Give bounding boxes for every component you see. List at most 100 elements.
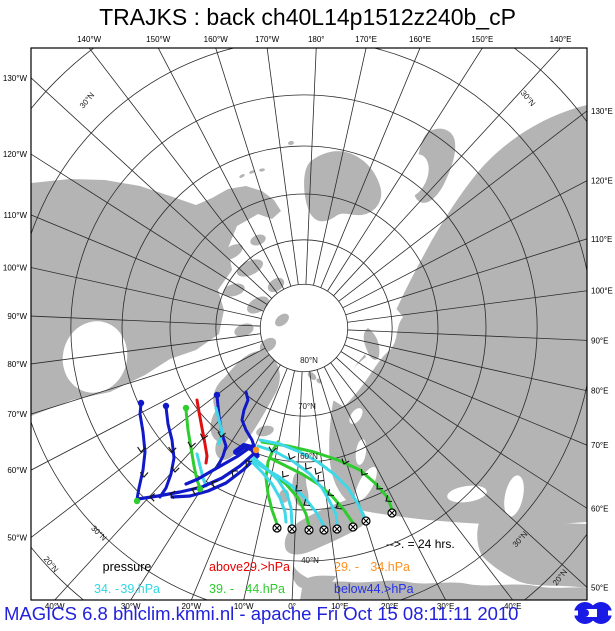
- meridian-line: [190, 368, 288, 600]
- lon-label-bottom: 40°W: [45, 602, 65, 611]
- ecmwf-logo: [572, 602, 614, 624]
- time-tick-arrow: [171, 466, 180, 473]
- legend-range-high: 34.hPa: [370, 560, 410, 574]
- lon-label-top: 160°W: [204, 35, 229, 44]
- meridian-line: [327, 48, 483, 292]
- lon-label-left: 90°W: [7, 312, 27, 321]
- island: [363, 328, 380, 360]
- island: [307, 372, 317, 380]
- lat-label: 80°N: [300, 356, 318, 365]
- lon-label-bottom: 20°E: [381, 602, 398, 611]
- island: [234, 323, 254, 337]
- trajectory-blue: [135, 402, 147, 501]
- edge-labels: 140°W 150°W 160°W 170°W 180° 170°E 160°E 150°E 1…: [3, 35, 613, 611]
- meridian-line: [342, 180, 587, 309]
- trajectory-cyan: [250, 458, 326, 528]
- time-tick-arrow: [211, 480, 218, 488]
- land-polygon: [329, 105, 587, 525]
- lat-label: 40°N: [301, 556, 319, 565]
- lon-label-right: 70°E: [591, 441, 608, 450]
- lon-label-left: 70°W: [7, 410, 27, 419]
- trajectory-end-dot: [162, 402, 170, 410]
- legend-entry: pressure: [94, 560, 160, 574]
- sea-polygon: [333, 307, 403, 407]
- legend-entry: 34. -39.hPa: [94, 582, 160, 596]
- lon-label-right: 80°E: [591, 387, 608, 396]
- time-tick-arrow: [341, 458, 350, 465]
- meridian-line: [313, 48, 367, 286]
- meridian-line: [31, 354, 270, 538]
- latitude-circle: [259, 283, 349, 373]
- meridian-line: [88, 48, 278, 294]
- meridian-line: [336, 357, 587, 588]
- time-tick-arrow: [304, 462, 312, 470]
- legend-range-high: 44.hPa: [245, 582, 285, 596]
- island: [275, 313, 289, 327]
- meridian-line: [347, 329, 587, 341]
- lon-label-bottom: 40°E: [504, 602, 521, 611]
- time-tick-arrow: [200, 433, 209, 440]
- island: [221, 244, 243, 260]
- lon-label-top: 140°W: [77, 35, 102, 44]
- meridian-line: [345, 238, 587, 316]
- lon-label-top: 150°W: [146, 35, 171, 44]
- start-marker: [304, 525, 314, 535]
- time-tick-arrow: [168, 446, 177, 453]
- lon-label-left: 130°W: [3, 74, 28, 83]
- time-tick-arrow: [281, 470, 289, 478]
- meridian-line: [31, 267, 262, 319]
- lon-label-left: 80°W: [7, 360, 27, 369]
- sea-ellipse: [355, 439, 367, 465]
- time-tick-arrow: [217, 431, 226, 438]
- time-tick-arrow: [303, 499, 311, 507]
- trajectory-end-dot: [133, 497, 141, 505]
- island: [249, 170, 255, 174]
- start-marker: [287, 524, 297, 534]
- lon-label-top: 140°E: [550, 35, 572, 44]
- latitude-circle: [70, 94, 538, 562]
- time-tick-arrow: [139, 471, 149, 478]
- lat-label: 30°N: [89, 524, 108, 543]
- lat-label: 30°N: [78, 90, 97, 110]
- trajectory-cyan: [195, 452, 208, 488]
- lon-label-left: 100°W: [3, 263, 28, 272]
- lon-label-top: 160°E: [409, 35, 431, 44]
- lon-label-bottom: 30°E: [437, 602, 454, 611]
- footer-credit: MAGICS 6.8 bhlclim.knmi.nl - apache Fri …: [4, 603, 519, 624]
- sea-ellipse: [349, 408, 363, 424]
- lon-label-left: 110°W: [3, 211, 27, 220]
- trajectory-blue: [170, 454, 260, 499]
- legend-range-low: above: [209, 560, 244, 574]
- start-markers: [272, 508, 397, 535]
- time-tick-arrow: [187, 441, 196, 448]
- time-tick-arrow: [327, 489, 335, 497]
- lon-label-top: 170°W: [255, 35, 280, 44]
- meridian-line: [305, 48, 317, 285]
- start-marker: [387, 508, 397, 518]
- legend-label: pressure: [102, 560, 152, 574]
- legend-entry: below 44.>hPa: [334, 582, 414, 596]
- meridian-line: [215, 48, 292, 287]
- trajectory-green: [184, 408, 202, 490]
- time-tick-arrow: [295, 484, 303, 492]
- meridian-line: [157, 48, 285, 290]
- island: [256, 425, 274, 437]
- start-marker: [272, 523, 282, 533]
- legend-entry: 39. - 44.hPa: [209, 582, 285, 596]
- trajectory-blue: [184, 444, 254, 486]
- lon-label-bottom: 30°W: [121, 602, 141, 611]
- lat-label: 70°N: [298, 402, 316, 411]
- land-polygon: [477, 520, 587, 588]
- sea-overlays: [62, 154, 524, 578]
- sea-ellipse: [504, 475, 524, 517]
- meridian-line: [333, 48, 562, 296]
- meridian-line: [338, 110, 587, 302]
- meridian-line: [320, 48, 421, 288]
- trajectory-cyan: [214, 406, 224, 446]
- trajectory-blue: [240, 390, 258, 454]
- time-tick-arrow: [287, 453, 296, 460]
